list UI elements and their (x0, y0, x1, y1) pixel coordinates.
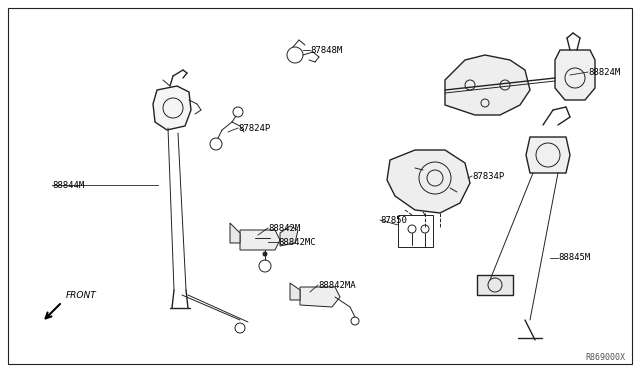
Polygon shape (290, 283, 300, 300)
Text: 87850: 87850 (380, 215, 407, 224)
Polygon shape (300, 287, 340, 307)
Text: R869000X: R869000X (585, 353, 625, 362)
Polygon shape (280, 226, 298, 246)
Text: 88845M: 88845M (558, 253, 590, 263)
Polygon shape (477, 275, 513, 295)
Text: 88824M: 88824M (588, 67, 620, 77)
Polygon shape (240, 230, 280, 250)
Polygon shape (445, 55, 530, 115)
Text: 88842MC: 88842MC (278, 237, 316, 247)
Text: 87824P: 87824P (238, 124, 270, 132)
Text: 88842MA: 88842MA (318, 280, 356, 289)
Polygon shape (230, 223, 240, 243)
Bar (398, 215, 433, 247)
Text: 87834P: 87834P (472, 171, 504, 180)
Polygon shape (153, 86, 191, 130)
Text: 87848M: 87848M (310, 45, 342, 55)
Circle shape (263, 252, 267, 256)
Text: 88842M: 88842M (268, 224, 300, 232)
Text: FRONT: FRONT (66, 291, 97, 300)
Polygon shape (387, 150, 470, 213)
Polygon shape (555, 50, 595, 100)
Polygon shape (526, 137, 570, 173)
Text: 88844M: 88844M (52, 180, 84, 189)
